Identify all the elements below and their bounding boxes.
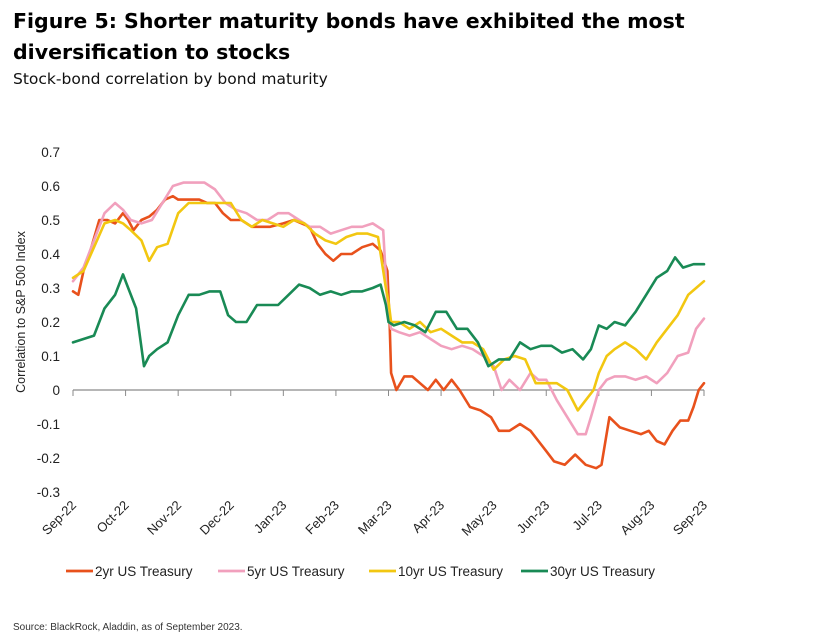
x-tick-label: May-23 — [459, 498, 500, 539]
legend: 2yr US Treasury 5yr US Treasury 10yr US Tr… — [66, 564, 655, 579]
x-tick-label: Jul-23 — [569, 498, 605, 534]
plot-lines — [71, 181, 706, 470]
series-line-2 — [71, 201, 706, 412]
x-tick-label: Nov-22 — [144, 498, 184, 538]
y-tick-label: 0.4 — [41, 247, 60, 262]
series-line-1 — [71, 181, 706, 436]
x-axis: Sep-22 Oct-22 Nov-22 Dec-22 Jan-23 Feb-23 Mar-… — [39, 389, 710, 539]
chart-title: Figure 5: Shorter maturity bonds have ex… — [13, 9, 685, 64]
y-tick-label: -0.2 — [37, 451, 60, 466]
x-tick-label: Mar-23 — [355, 498, 395, 538]
y-axis-title: Correlation to S&P 500 Index — [14, 230, 28, 392]
series-line-0 — [71, 194, 706, 470]
x-tick-label: Aug-23 — [617, 498, 657, 538]
y-tick-label: 0.3 — [41, 281, 60, 296]
legend-label: 2yr US Treasury — [95, 564, 193, 579]
series-line-3 — [71, 256, 706, 368]
y-tick-label: 0.5 — [41, 213, 60, 228]
y-tick-label: 0.7 — [41, 145, 60, 160]
x-tick-label: Sep-22 — [39, 498, 79, 538]
y-tick-label: 0 — [52, 383, 60, 398]
x-tick-label: Jan-23 — [251, 498, 290, 537]
y-tick-label: 0.2 — [41, 315, 60, 330]
x-tick-label: Dec-22 — [197, 498, 237, 538]
x-tick-label: Jun-23 — [514, 498, 553, 537]
legend-label: 10yr US Treasury — [398, 564, 503, 579]
chart-subtitle: Stock-bond correlation by bond maturity — [13, 70, 328, 88]
legend-label: 5yr US Treasury — [247, 564, 345, 579]
x-tick-label: Apr-23 — [409, 498, 447, 536]
y-axis: Correlation to S&P 500 Index 0.7 0.6 0.5 0.4… — [14, 145, 60, 500]
y-tick-label: 0.6 — [41, 179, 60, 194]
x-tick-label: Sep-23 — [670, 498, 710, 538]
y-tick-label: -0.1 — [37, 417, 60, 432]
x-tick-label: Feb-23 — [302, 498, 342, 538]
y-tick-label: 0.1 — [41, 349, 60, 364]
source-note: Source: BlackRock, Aladdin, as of Septem… — [13, 622, 243, 633]
x-tick-label: Oct-22 — [94, 498, 132, 536]
y-tick-label: -0.3 — [37, 485, 60, 500]
legend-label: 30yr US Treasury — [550, 564, 655, 579]
